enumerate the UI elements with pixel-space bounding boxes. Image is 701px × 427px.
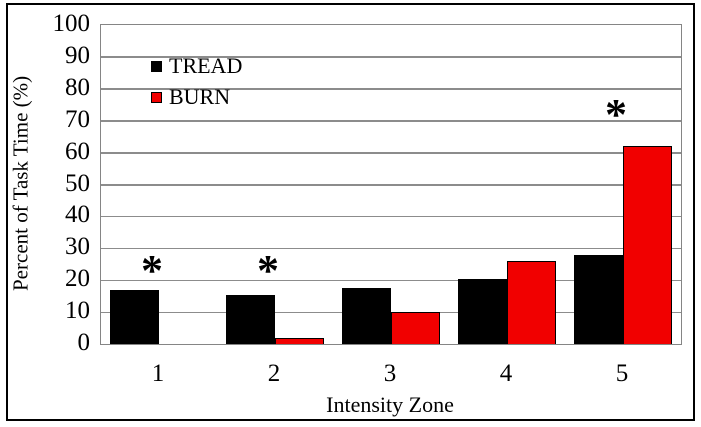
y-tick-label: 20 (65, 265, 90, 293)
asterisk-marker-zone-1: * (141, 246, 163, 296)
bar-tread-zone-1 (110, 289, 159, 344)
bar-group-zone-5 (565, 25, 681, 344)
bar-group-zone-2 (217, 25, 333, 344)
gridline (101, 247, 681, 250)
gridline (101, 215, 681, 218)
gridline (101, 152, 681, 154)
legend-item-burn: BURN (151, 86, 242, 108)
gridline (101, 184, 681, 186)
bar-groups (101, 25, 681, 344)
tread-swatch (151, 60, 162, 72)
x-tick-label: 5 (615, 360, 629, 387)
bar-burn-zone-2 (275, 337, 324, 344)
y-tick-label: 30 (65, 233, 90, 261)
y-tick-label: 0 (77, 329, 91, 356)
y-tick-label: 10 (65, 297, 90, 325)
bar-group-zone-4 (449, 25, 565, 344)
figure-border (6, 3, 695, 421)
x-axis-tick-labels: 1 2 3 4 5 (100, 360, 680, 388)
gridline (101, 279, 681, 282)
y-tick-label: 80 (65, 73, 90, 101)
legend-label-tread: TREAD (169, 53, 243, 78)
burn-swatch (151, 91, 162, 103)
bar-burn-zone-4 (507, 261, 556, 344)
x-tick-label: 2 (267, 360, 281, 387)
bar-group-zone-1 (101, 25, 217, 344)
plot-area: TREAD BURN * * * (100, 24, 682, 345)
gridline (101, 88, 681, 90)
gridline (101, 120, 681, 122)
x-tick-label: 4 (499, 360, 513, 387)
legend-item-tread: TREAD (151, 55, 242, 77)
y-tick-label: 70 (65, 105, 90, 133)
asterisk-marker-zone-2: * (257, 246, 279, 296)
gridline (101, 56, 681, 58)
bar-burn-zone-3 (391, 312, 440, 344)
bar-group-zone-3 (333, 25, 449, 344)
asterisk-marker-zone-5: * (605, 89, 627, 139)
x-tick-label: 1 (151, 360, 165, 387)
bar-tread-zone-4 (458, 278, 507, 344)
bar-burn-zone-5 (623, 146, 672, 344)
legend: TREAD BURN (151, 55, 242, 117)
y-tick-label: 90 (65, 41, 90, 69)
y-tick-label: 40 (65, 201, 90, 229)
bar-tread-zone-5 (574, 254, 623, 344)
y-tick-label: 60 (65, 137, 90, 165)
bar-tread-zone-3 (342, 288, 391, 344)
y-tick-label: 100 (52, 10, 91, 37)
bar-tread-zone-2 (226, 294, 275, 344)
x-tick-label: 3 (383, 360, 397, 387)
legend-label-burn: BURN (169, 84, 231, 109)
y-tick-label: 50 (65, 169, 90, 197)
x-axis-title: Intensity Zone (326, 392, 454, 417)
